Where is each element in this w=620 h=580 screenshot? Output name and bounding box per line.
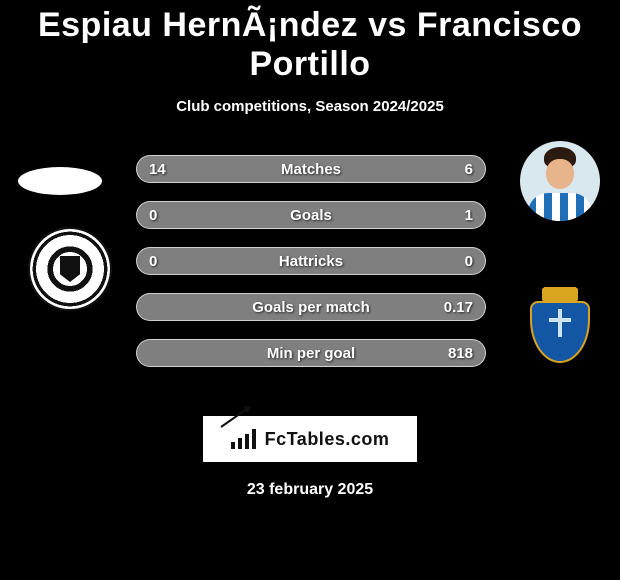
crest-crown	[542, 287, 578, 301]
stat-right-value: 818	[448, 340, 473, 368]
stat-row-goals: 0 Goals 1	[136, 201, 486, 229]
page-title: Espiau HernÃ¡ndez vs Francisco Portillo	[0, 0, 620, 84]
stat-label: Min per goal	[137, 340, 485, 368]
avatar-face	[546, 159, 574, 189]
stat-right-value: 0.17	[444, 294, 473, 322]
subtitle: Club competitions, Season 2024/2025	[0, 84, 620, 115]
stat-row-matches: 14 Matches 6	[136, 155, 486, 183]
brand-text: FcTables.com	[265, 429, 390, 450]
brand-link[interactable]: FcTables.com	[202, 415, 418, 463]
stat-row-goals-per-match: Goals per match 0.17	[136, 293, 486, 321]
bar-chart-icon	[231, 429, 257, 449]
stat-row-hattricks: 0 Hattricks 0	[136, 247, 486, 275]
player-right-avatar	[520, 141, 600, 221]
stat-label: Goals per match	[137, 294, 485, 322]
stat-label: Goals	[137, 202, 485, 230]
crest-cross	[549, 309, 571, 337]
trend-arrow-icon	[220, 407, 249, 428]
stats-stage: 14 Matches 6 0 Goals 1 0 Hattricks 0 Goa…	[0, 155, 620, 415]
club-right-crest	[518, 285, 602, 369]
stat-right-value: 6	[465, 156, 473, 184]
stat-right-value: 0	[465, 248, 473, 276]
stat-right-value: 1	[465, 202, 473, 230]
stat-row-min-per-goal: Min per goal 818	[136, 339, 486, 367]
player-left-avatar	[20, 141, 100, 221]
avatar-shirt	[528, 193, 592, 221]
stat-label: Matches	[137, 156, 485, 184]
date-text: 23 february 2025	[0, 481, 620, 499]
club-left-crest	[28, 227, 112, 311]
comparison-card: Espiau HernÃ¡ndez vs Francisco Portillo …	[0, 0, 620, 580]
stat-label: Hattricks	[137, 248, 485, 276]
